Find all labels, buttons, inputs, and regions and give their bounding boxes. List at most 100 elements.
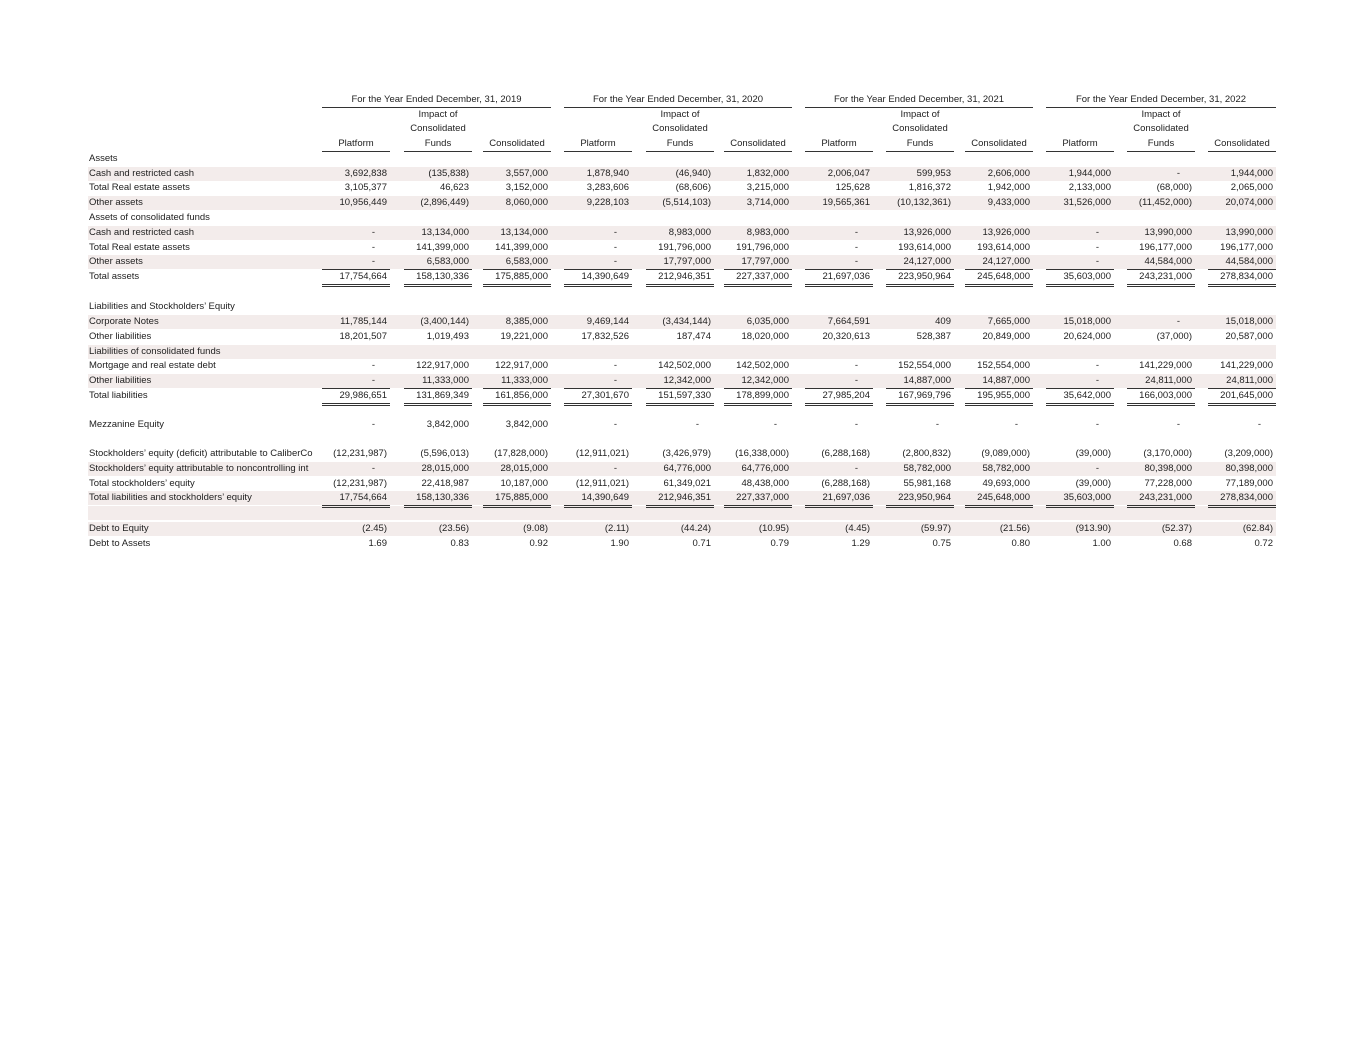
row-label: Liabilities and Stockholders’ Equity	[89, 301, 235, 312]
cell: 3,842,000	[426, 419, 469, 430]
row-label: Debt to Equity	[89, 523, 149, 534]
cell: (10,132,361)	[897, 197, 951, 208]
column-header: Consolidated	[730, 137, 786, 149]
cell: 0.92	[529, 538, 549, 549]
group-header: For the Year Ended December, 31, 2021	[833, 94, 1005, 105]
column-header: Impact of Consolidated Funds	[892, 108, 948, 149]
rule	[1046, 285, 1114, 287]
cell: 20,587,000	[1225, 331, 1273, 342]
cell: -	[371, 241, 375, 253]
cell: 212,946,351	[658, 492, 711, 503]
cell: 0.80	[1011, 538, 1031, 549]
cell: 46,623	[439, 182, 469, 193]
cell: 201,645,000	[1220, 389, 1273, 401]
cell: 58,782,000	[982, 463, 1030, 474]
row-shade	[88, 255, 1276, 269]
cell: 1,944,000	[1230, 167, 1273, 179]
rule	[724, 507, 792, 508]
cell: (9.08)	[523, 523, 548, 534]
rule	[805, 402, 873, 404]
cell: -	[854, 256, 858, 267]
row-shade	[88, 462, 1276, 476]
rule	[1127, 285, 1195, 287]
rule	[564, 507, 632, 508]
cell: (44.24)	[680, 523, 711, 534]
rule	[1046, 269, 1114, 270]
rule	[1127, 388, 1195, 389]
cell: -	[1095, 419, 1099, 430]
rule	[805, 404, 873, 406]
cell: -	[1095, 375, 1099, 386]
rule	[1208, 388, 1276, 389]
cell: 212,946,351	[658, 270, 711, 282]
rule	[965, 285, 1033, 287]
cell: 8,983,000	[746, 226, 789, 238]
cell: 1,944,000	[1068, 167, 1111, 179]
cell: 1,816,372	[908, 182, 951, 193]
cell: -	[371, 419, 375, 430]
cell: (2.45)	[362, 523, 387, 534]
column-header: Platform	[821, 137, 857, 149]
rule	[404, 269, 472, 270]
rule	[646, 404, 714, 406]
cell: -	[695, 419, 699, 430]
cell: -	[1095, 360, 1099, 371]
cell: 167,969,796	[898, 389, 951, 401]
cell: (6,288,168)	[821, 477, 870, 489]
row-shade	[88, 196, 1276, 210]
cell: 61,349,021	[663, 477, 711, 489]
row-label: Liabilities of consolidated funds	[89, 345, 221, 357]
column-header: Platform	[338, 137, 374, 149]
cell: 131,869,349	[416, 389, 469, 401]
rule	[564, 505, 632, 506]
cell: (12,231,987)	[333, 448, 387, 459]
rule	[805, 269, 873, 270]
cell: -	[613, 241, 617, 253]
column-header: Impact of Consolidated Funds	[410, 108, 466, 149]
rule	[322, 151, 390, 152]
row-label: Total liabilities	[89, 389, 148, 401]
rule	[646, 402, 714, 404]
column-header: Consolidated	[1214, 137, 1270, 149]
cell: (62.84)	[1242, 523, 1273, 534]
rule	[483, 388, 551, 389]
row-shade	[88, 344, 1276, 359]
cell: 29,986,651	[339, 389, 387, 401]
cell: -	[371, 375, 375, 386]
cell: 0.79	[770, 538, 790, 549]
cell: 9,228,103	[586, 197, 629, 208]
cell: -	[613, 226, 617, 238]
cell: 6,583,000	[505, 256, 548, 267]
cell: 15,018,000	[1063, 316, 1111, 327]
rule	[805, 107, 1033, 108]
cell: (2.11)	[604, 523, 629, 534]
rule	[724, 404, 792, 406]
cell: -	[371, 226, 375, 238]
rule	[483, 404, 551, 406]
cell: 141,229,000	[1220, 360, 1273, 371]
cell: 24,811,000	[1226, 375, 1273, 386]
cell: 1.90	[610, 538, 630, 549]
cell: 142,502,000	[736, 360, 789, 371]
rule	[805, 283, 873, 285]
rule	[1208, 505, 1276, 506]
rule	[483, 151, 551, 152]
cell: 195,955,000	[977, 389, 1030, 401]
row-label: Cash and restricted cash	[89, 167, 195, 179]
rule	[322, 107, 551, 108]
cell: 223,950,964	[898, 492, 951, 503]
cell: 1,942,000	[987, 182, 1030, 193]
cell: (11,452,000)	[1138, 197, 1192, 208]
cell: 1,019,493	[426, 331, 469, 342]
cell: (12,231,987)	[333, 477, 387, 489]
cell: 2,133,000	[1068, 182, 1111, 193]
cell: 11,333,000	[422, 375, 469, 386]
cell: 20,849,000	[982, 331, 1030, 342]
rule	[805, 388, 873, 389]
cell: -	[854, 226, 858, 238]
cell: 227,337,000	[736, 270, 789, 282]
cell: 178,899,000	[736, 389, 789, 401]
cell: 3,842,000	[505, 419, 548, 430]
cell: 14,887,000	[903, 375, 951, 386]
